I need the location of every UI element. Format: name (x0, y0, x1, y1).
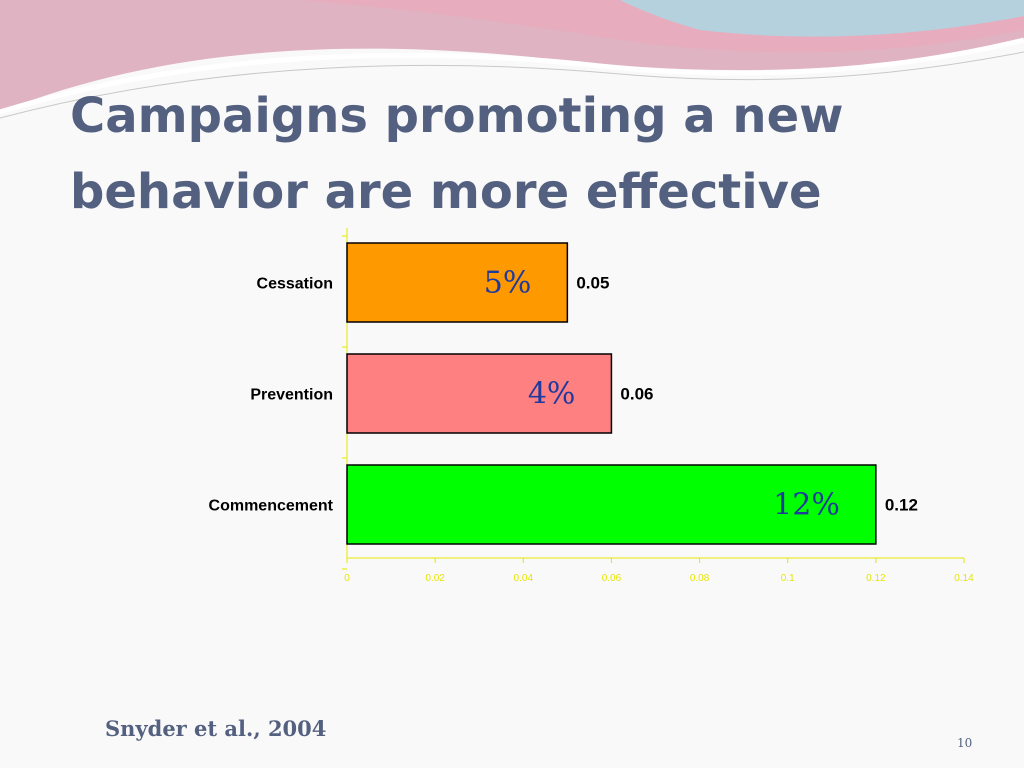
value-label: 0.06 (620, 385, 653, 404)
slide-title: Campaigns promoting a new behavior are m… (70, 78, 970, 230)
slide-title-line-2: behavior are more effective (70, 164, 822, 220)
x-tick-label: 0.02 (425, 573, 445, 584)
decorative-wave-banner (0, 0, 1024, 119)
value-label: 0.12 (885, 496, 918, 515)
category-label: Cessation (257, 276, 333, 293)
citation: Snyder et al., 2004 (105, 716, 327, 741)
category-label: Commencement (209, 498, 334, 515)
category-label: Prevention (250, 387, 333, 404)
x-tick-label: 0.06 (602, 573, 622, 584)
x-tick-label: 0.14 (954, 573, 974, 584)
bar (346, 464, 877, 545)
bar-inner-label: 4% (528, 377, 576, 412)
x-tick-label: 0 (344, 573, 350, 584)
x-tick-label: 0.04 (514, 573, 534, 584)
x-tick-label: 0.1 (781, 573, 795, 584)
x-tick-label: 0.12 (866, 573, 886, 584)
slide-title-line-1: Campaigns promoting a new (70, 88, 844, 144)
bar (346, 353, 613, 434)
slide-number: 10 (957, 736, 973, 750)
value-label: 0.05 (576, 274, 609, 293)
bar-inner-label: 12% (773, 488, 840, 523)
x-tick-label: 0.08 (690, 573, 710, 584)
bar (346, 242, 569, 323)
bar-inner-label: 5% (484, 266, 532, 301)
